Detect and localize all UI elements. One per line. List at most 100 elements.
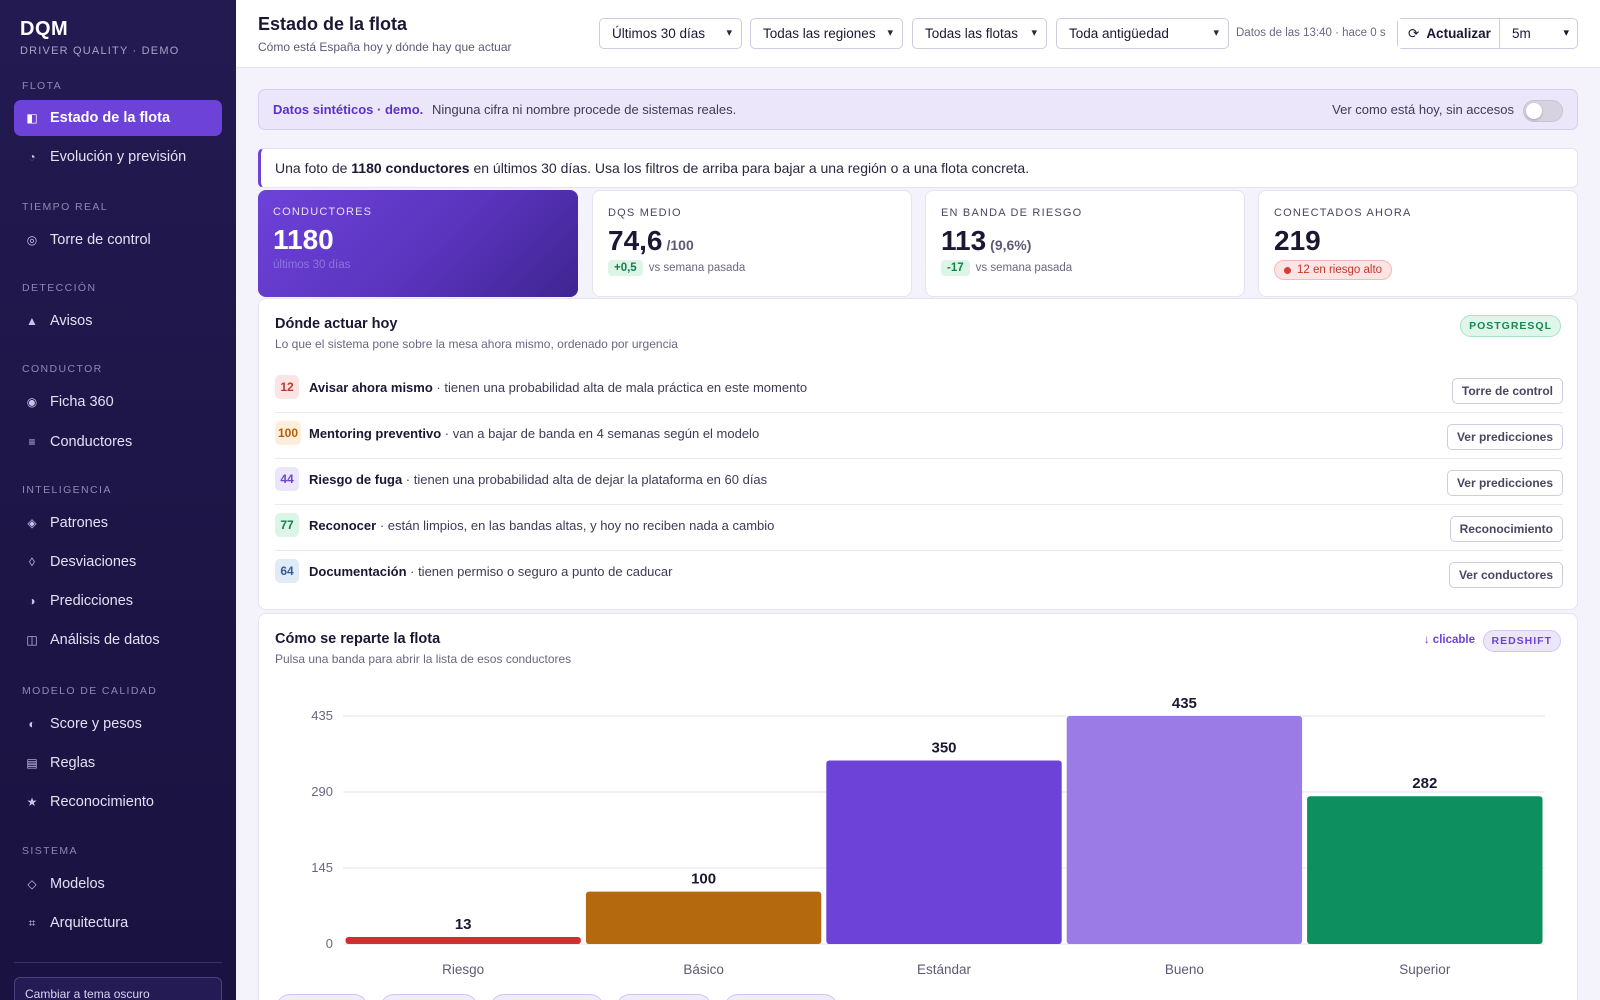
kpi-risk-value-row: 113 (9,6%) — [941, 225, 1229, 257]
refresh-interval-select[interactable]: 5m ▾ — [1500, 19, 1577, 48]
drivers-button[interactable]: Ver conductores — [1448, 562, 1563, 588]
band-distribution-chart: 0 145 290 435 13 Riesgo 100 Básico 350 Estándar 43… — [311, 695, 1545, 977]
sidebar-item-label: Análisis de datos — [50, 632, 160, 648]
sidebar-item-arquitectura[interactable]: ⌗ Arquitectura — [14, 905, 222, 941]
bottom-tab-1[interactable] — [276, 994, 368, 1000]
x-category-label: Superior — [1399, 962, 1451, 977]
region-select[interactable]: Todas las regiones ▾ — [750, 18, 903, 49]
bar-riesgo[interactable] — [345, 937, 581, 944]
sidebar-item-label: Desviaciones — [50, 554, 137, 570]
summary-pre: Una foto de — [275, 160, 352, 176]
seniority-select-value: Toda antigüedad — [1069, 26, 1169, 41]
period-select-value: Últimos 30 días — [612, 26, 706, 41]
nav-section-label: SISTEMA — [22, 845, 78, 857]
kpi-connected: CONECTADOS AHORA 219 12 en riesgo alto — [1258, 190, 1578, 297]
period-select[interactable]: Últimos 30 días ▾ — [599, 18, 742, 49]
sidebar-item-label: Score y pesos — [50, 716, 142, 732]
action-row: 64 Documentación · tienen permiso o segur… — [275, 551, 1563, 597]
sidebar-item-ficha-360[interactable]: ◉ Ficha 360 — [14, 384, 222, 420]
sidebar-item-reglas[interactable]: ▤ Reglas — [14, 745, 222, 781]
kpi-dqs-delta: +0,5 — [608, 260, 643, 276]
high-risk-pill: 12 en riesgo alto — [1274, 260, 1393, 280]
bottom-tab-2[interactable] — [380, 994, 478, 1000]
demo-banner: Datos sintéticos · demo. Ninguna cifra n… — [258, 89, 1578, 130]
sidebar-item-score-y-pesos[interactable]: ◐ Score y pesos — [14, 706, 222, 742]
fleet-select[interactable]: Todas las flotas ▾ — [912, 18, 1047, 49]
bar-value-label: 350 — [931, 740, 956, 757]
bar-estandar[interactable] — [826, 760, 1062, 944]
chevron-down-icon: ▾ — [1031, 27, 1037, 39]
summary-drivers: 1180 conductores — [351, 160, 470, 176]
bar-value-label: 100 — [691, 871, 716, 888]
no-access-toggle[interactable] — [1523, 100, 1563, 122]
header: Estado de la flota Cómo está España hoy … — [236, 0, 1600, 68]
sidebar-item-evolucion-y-prevision[interactable]: ◔ Evolución y previsión — [14, 139, 222, 175]
theme-toggle-button[interactable]: Cambiar a tema oscuro — [14, 977, 222, 1000]
sidebar-item-label: Conductores — [50, 434, 133, 450]
action-count-badge: 44 — [275, 467, 299, 491]
summary-post: en últimos 30 días. Usa los filtros de a… — [469, 160, 1030, 176]
sidebar-item-desviaciones[interactable]: ◊ Desviaciones — [14, 544, 222, 580]
rules-icon: ▤ — [26, 756, 38, 770]
sidebar-item-label: Predicciones — [50, 593, 134, 609]
kpi-risk-label: EN BANDA DE RIESGO — [941, 207, 1083, 219]
kpi-drivers: CONDUCTORES 1180 últimos 30 días — [258, 190, 578, 297]
kpi-drivers-foot: últimos 30 días — [273, 259, 351, 271]
action-count-badge: 64 — [275, 559, 299, 583]
sidebar-item-label: Ficha 360 — [50, 394, 114, 410]
panel-icon: ◧ — [26, 111, 38, 125]
kpi-risk-vs: vs semana pasada — [975, 262, 1073, 274]
action-row: 100 Mentoring preventivo · van a bajar de… — [275, 413, 1563, 459]
sidebar-item-torre-de-control[interactable]: ◎ Torre de control — [14, 222, 222, 258]
half-circle-icon: ◑ — [28, 594, 36, 608]
bar-basico[interactable] — [585, 891, 822, 944]
refresh-group: ⟳ Actualizar 5m ▾ — [1397, 18, 1578, 49]
sidebar-item-reconocimiento[interactable]: ★ Reconocimiento — [14, 784, 222, 820]
kpi-dqs-unit: /100 — [666, 237, 694, 253]
sidebar-item-patrones[interactable]: ◈ Patrones — [14, 505, 222, 541]
kpi-dqs: DQS MEDIO 74,6/100 +0,5 vs semana pasada — [592, 190, 912, 297]
kpi-risk: EN BANDA DE RIESGO 113 (9,6%) -17 vs sema… — [925, 190, 1245, 297]
predictions-button[interactable]: Ver predicciones — [1446, 424, 1563, 450]
action-description: · están limpios, en las bandas altas, y … — [376, 518, 775, 533]
sidebar-item-conductores[interactable]: ≡ Conductores — [14, 424, 222, 460]
kpi-dqs-value: 74,6 — [608, 225, 663, 256]
action-text: Reconocer · están limpios, en las bandas… — [309, 518, 774, 533]
predictions-button[interactable]: Ver predicciones — [1446, 470, 1563, 496]
diamond-icon: ◈ — [27, 516, 37, 530]
chevron-down-icon: ▾ — [726, 27, 732, 39]
sidebar-item-estado-de-la-flota[interactable]: ◧ Estado de la flota — [14, 100, 222, 136]
action-text: Documentación · tienen permiso o seguro … — [309, 564, 672, 579]
distribution-subtitle: Pulsa una banda para abrir la lista de e… — [275, 652, 572, 666]
control-tower-button[interactable]: Torre de control — [1451, 378, 1563, 404]
region-select-value: Todas las regiones — [763, 26, 876, 41]
bar-value-label: 435 — [1172, 695, 1197, 712]
bottom-tab-5[interactable] — [724, 994, 838, 1000]
sidebar-item-predicciones[interactable]: ◑ Predicciones — [14, 583, 222, 619]
action-count-badge: 12 — [275, 375, 299, 399]
x-category-label: Bueno — [1165, 962, 1204, 977]
bottom-tab-3[interactable] — [490, 994, 604, 1000]
recognition-button[interactable]: Reconocimiento — [1449, 516, 1563, 542]
sidebar-item-label: Evolución y previsión — [50, 149, 187, 165]
kpi-dqs-label: DQS MEDIO — [608, 207, 682, 219]
action-title: Riesgo de fuga — [309, 472, 403, 487]
seniority-select[interactable]: Toda antigüedad ▾ — [1056, 18, 1229, 49]
sidebar-item-analisis-de-datos[interactable]: ◫ Análisis de datos — [14, 622, 222, 658]
bar-bueno[interactable] — [1066, 716, 1303, 944]
bottom-tab-4[interactable] — [616, 994, 712, 1000]
sidebar-item-label: Reglas — [50, 755, 96, 771]
sidebar-item-avisos[interactable]: ▲ Avisos — [14, 303, 222, 339]
actions-subtitle: Lo que el sistema pone sobre la mesa aho… — [275, 337, 678, 351]
nav-section-label: CONDUCTOR — [22, 363, 103, 375]
bar-superior[interactable] — [1307, 796, 1543, 944]
refresh-button[interactable]: ⟳ Actualizar — [1398, 19, 1500, 48]
sidebar-item-label: Reconocimiento — [50, 794, 154, 810]
sidebar-item-label: Estado de la flota — [50, 110, 171, 126]
outline-diamond-icon: ◇ — [27, 877, 37, 891]
page-subtitle: Cómo está España hoy y dónde hay que act… — [258, 40, 512, 54]
kpi-risk-delta: -17 — [941, 260, 970, 276]
sidebar-item-label: Patrones — [50, 515, 109, 531]
list-icon: ≡ — [28, 435, 36, 449]
sidebar-item-modelos[interactable]: ◇ Modelos — [14, 866, 222, 902]
